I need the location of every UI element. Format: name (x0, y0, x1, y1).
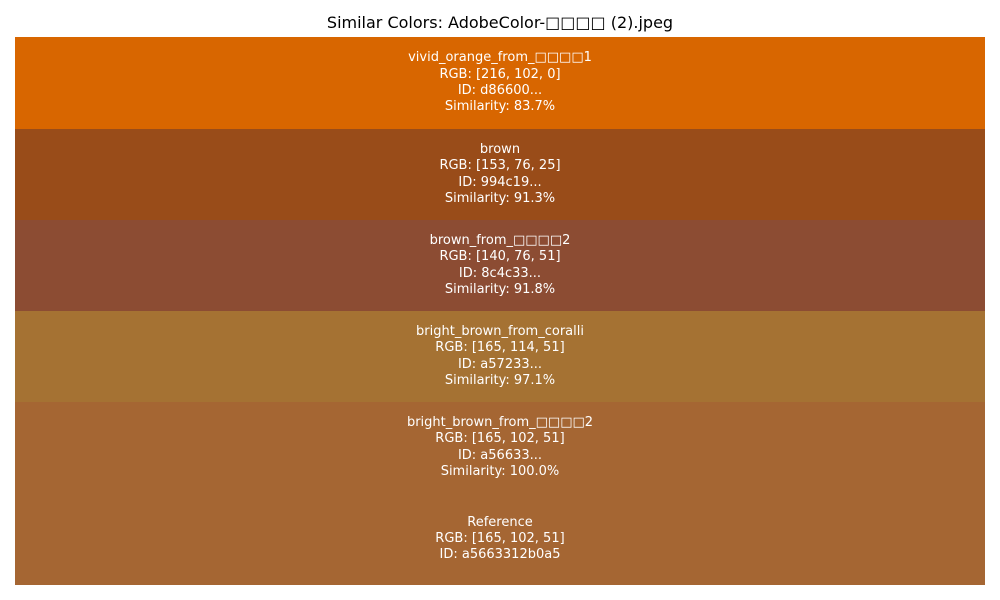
swatch-similarity: Similarity: 91.8% (444, 281, 556, 297)
similar-color-swatch: brown RGB: [153, 76, 25] ID: 994c19... S… (15, 129, 985, 220)
swatch-name: bright_brown_from_coralli (416, 323, 584, 339)
chart-title: Similar Colors: AdobeColor-□□□□ (2).jpeg (326, 13, 674, 32)
swatch-similarity: Similarity: 100.0% (440, 463, 560, 479)
similar-color-swatch: bright_brown_from_□□□□2 RGB: [165, 102, … (15, 402, 985, 493)
reference-name: Reference (467, 514, 533, 530)
reference-color-swatch: Reference RGB: [165, 102, 51] ID: a56633… (15, 493, 985, 585)
swatch-name: brown_from_□□□□2 (429, 232, 571, 248)
similar-color-swatch: brown_from_□□□□2 RGB: [140, 76, 51] ID: … (15, 220, 985, 311)
swatch-similarity: Similarity: 83.7% (444, 99, 556, 115)
swatch-name: brown (479, 141, 521, 157)
swatch-id: ID: 994c19... (458, 174, 542, 190)
swatch-rgb: RGB: [153, 76, 25] (439, 158, 561, 174)
swatch-rgb: RGB: [216, 102, 0] (439, 66, 561, 82)
swatch-id: ID: d86600... (457, 83, 543, 98)
swatch-name: bright_brown_from_□□□□2 (406, 414, 594, 430)
swatch-name: vivid_orange_from_□□□□1 (408, 50, 592, 66)
reference-rgb: RGB: [165, 102, 51] (435, 530, 565, 546)
swatch-similarity: Similarity: 97.1% (444, 372, 556, 388)
swatch-list: vivid_orange_from_□□□□1 RGB: [216, 102, … (15, 37, 985, 585)
swatch-rgb: RGB: [165, 114, 51] (435, 340, 565, 356)
swatch-id: ID: a57233... (457, 356, 543, 372)
swatch-rgb: RGB: [140, 76, 51] (439, 249, 561, 265)
reference-id: ID: a5663312b0a5 (439, 547, 561, 563)
similar-color-swatch: bright_brown_from_coralli RGB: [165, 114… (15, 311, 985, 402)
swatch-similarity: Similarity: 91.3% (444, 190, 556, 206)
swatch-id: ID: 8c4c33... (458, 265, 542, 281)
swatch-rgb: RGB: [165, 102, 51] (435, 431, 565, 447)
similar-color-swatch: vivid_orange_from_□□□□1 RGB: [216, 102, … (15, 37, 985, 129)
swatch-id: ID: a56633... (457, 447, 543, 463)
